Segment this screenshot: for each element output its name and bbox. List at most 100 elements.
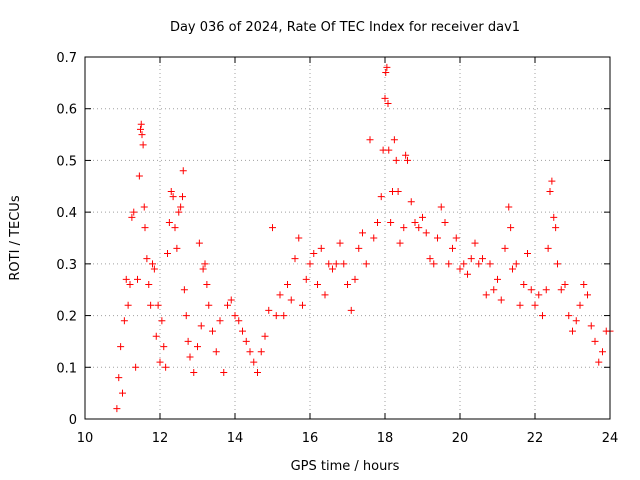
data-point [396, 239, 404, 247]
data-point [199, 265, 207, 273]
data-point [321, 291, 329, 299]
data-point [284, 281, 291, 289]
x-tick-label: 22 [527, 431, 544, 446]
data-point [194, 343, 201, 351]
y-tick-label: 0.1 [56, 361, 77, 376]
data-point [383, 63, 391, 71]
data-point [201, 260, 209, 268]
y-tick-label: 0.7 [56, 51, 77, 66]
data-point [344, 281, 351, 289]
y-axis-ticks: 0 0.1 0.2 0.3 0.4 0.5 0.6 0.7 [56, 51, 610, 428]
data-point [456, 265, 464, 273]
data-point [366, 136, 374, 144]
scatter-points [113, 63, 614, 413]
data-point [329, 265, 336, 273]
data-point [336, 239, 344, 247]
data-point [120, 317, 128, 325]
data-point [535, 291, 543, 299]
data-point [137, 120, 145, 128]
data-point [257, 348, 265, 356]
data-point [390, 136, 398, 144]
data-point [402, 151, 410, 159]
data-point [557, 286, 565, 294]
data-point [340, 260, 348, 268]
data-point [117, 343, 125, 351]
x-tick-label: 20 [452, 431, 469, 446]
data-point [505, 203, 513, 211]
data-point [411, 218, 419, 226]
data-point [302, 275, 310, 283]
data-point [467, 255, 475, 263]
data-point [576, 301, 584, 309]
data-point [482, 291, 490, 299]
data-point [280, 312, 288, 320]
y-tick-label: 0.5 [56, 154, 77, 169]
data-point [382, 69, 390, 77]
data-point [113, 405, 121, 413]
data-point [235, 317, 243, 325]
data-point [156, 358, 164, 366]
data-point [134, 275, 141, 283]
data-point [569, 327, 576, 335]
data-point [115, 374, 123, 382]
data-point [434, 234, 441, 242]
data-point [216, 317, 224, 325]
data-point [220, 368, 228, 376]
data-point [374, 218, 381, 226]
data-point [580, 281, 588, 289]
data-point [394, 187, 402, 195]
data-point [552, 224, 560, 232]
data-point [325, 260, 333, 268]
data-point [384, 100, 392, 108]
data-point [132, 363, 140, 371]
data-point [509, 265, 516, 273]
data-point [167, 187, 175, 195]
chart-title: Day 036 of 2024, Rate Of TEC Index for r… [170, 20, 520, 35]
data-point [250, 358, 258, 366]
data-point [152, 332, 160, 340]
data-point [332, 260, 340, 268]
x-tick-label: 12 [152, 431, 169, 446]
data-point [546, 187, 554, 195]
data-point [145, 281, 153, 289]
data-point [122, 275, 130, 283]
data-point [524, 250, 531, 258]
data-point [128, 213, 136, 221]
data-point [184, 337, 192, 345]
data-point [140, 203, 148, 211]
data-point [265, 306, 273, 314]
data-point [306, 260, 314, 268]
data-point [404, 156, 411, 164]
data-point [548, 177, 556, 185]
data-point [471, 239, 479, 247]
y-tick-label: 0.4 [56, 206, 77, 221]
data-point [561, 281, 569, 289]
data-point [599, 348, 606, 356]
data-point [154, 301, 162, 309]
data-point [203, 281, 211, 289]
data-point [126, 281, 134, 289]
data-point [186, 353, 194, 361]
plot-frame [84, 56, 611, 420]
data-point [197, 322, 205, 330]
y-tick-label: 0.6 [56, 103, 77, 118]
data-point [475, 260, 483, 268]
data-point [317, 244, 325, 252]
data-point [362, 260, 370, 268]
data-point [381, 94, 389, 102]
data-point [310, 250, 318, 258]
data-point [347, 306, 355, 314]
data-point [441, 218, 449, 226]
y-tick-label: 0.2 [56, 310, 77, 325]
data-point [269, 224, 276, 232]
data-point [135, 172, 143, 180]
x-tick-label: 14 [227, 431, 244, 446]
data-point [179, 193, 186, 201]
data-point [370, 234, 378, 242]
data-point [539, 312, 546, 320]
data-point [299, 301, 306, 309]
data-point [392, 156, 400, 164]
data-point [544, 244, 552, 252]
data-point [180, 286, 188, 294]
